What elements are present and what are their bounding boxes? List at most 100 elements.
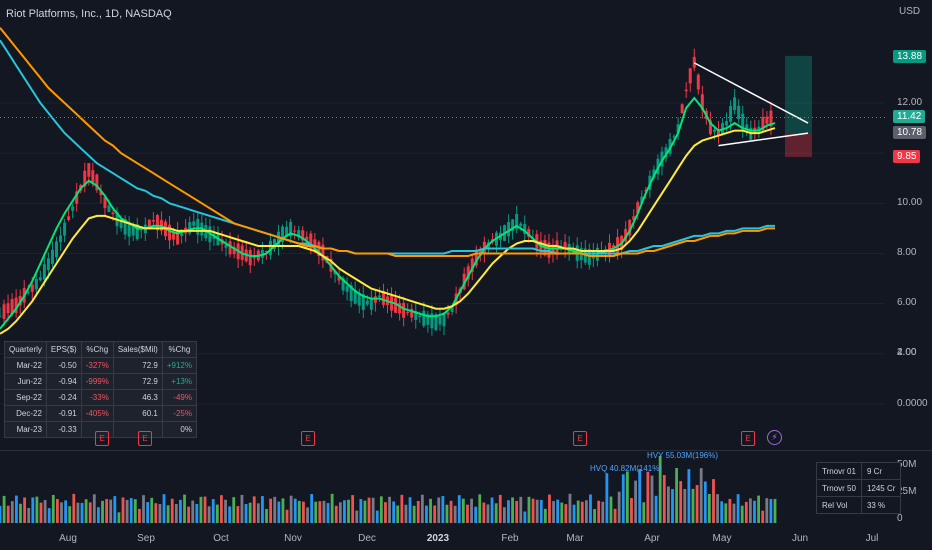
volume-bar [662,475,666,523]
volume-bar [240,494,244,523]
candle [75,191,79,204]
lightning-event-icon[interactable]: ⚡ [767,430,782,445]
table-row: Jun-22 -0.94 -999% 72.9 +13% [4,373,197,390]
volume-bar [0,505,2,523]
volume-bar [265,508,268,523]
entry-price-tag: 10.78 [893,126,927,139]
volume-bar [515,500,519,523]
candle [462,273,466,290]
candle [733,97,737,111]
candle [59,235,63,243]
candle [430,313,434,329]
volume-tick: 25M [897,486,917,497]
volume-bar [564,504,568,523]
volume-bar [154,503,158,523]
sales-chg-cell: +912% [161,357,197,374]
candle [2,304,6,319]
candle [232,246,236,255]
volume-bar [146,502,150,523]
earnings-event-icon[interactable]: E [741,431,755,446]
volume-bar [494,503,498,523]
volume-bar [646,471,650,523]
target-price-tag: 13.88 [893,50,927,63]
stop-price-tag: 9.85 [893,150,921,163]
volume-bar [584,500,588,523]
turnover-table: Trnovr 01 9 Cr Trnovr 50 1245 Cr Rel Vol… [816,462,902,514]
volume-bar [314,501,318,523]
candle [688,68,692,84]
table-row: Trnovr 01 9 Cr [816,462,902,480]
volume-bar [502,507,506,523]
candle [398,302,402,314]
sales-cell: 60.1 [112,405,163,422]
table-row: Mar-22 -0.50 -327% 72.9 +912% [4,357,197,374]
month-label: Jul [865,533,879,544]
volume-bar [195,503,199,523]
volume-bar [359,499,363,523]
col-header: Quarterly [4,341,47,358]
candle [644,189,648,192]
volume-bar [318,501,322,523]
volume-bar [642,502,646,523]
candle [624,228,628,242]
month-label: Feb [501,533,519,544]
earnings-event-icon[interactable]: E [573,431,587,446]
month-label: 2023 [426,533,450,544]
table-row: Trnovr 50 1245 Cr [816,479,902,497]
price-tick: 12.00 [897,97,923,108]
volume-bar [80,502,84,523]
volume-bar [244,504,248,523]
earnings-event-icon[interactable]: E [95,431,109,446]
earnings-event-icon[interactable]: E [301,431,315,446]
eps-cell: -0.50 [45,357,82,374]
quarter-cell: Jun-22 [4,373,47,390]
candle [139,229,143,231]
volume-bar [162,494,166,523]
chart-title: Riot Platforms, Inc., 1D, NASDAQ [6,8,172,20]
volume-bar [761,510,765,523]
volume-bar [654,495,658,523]
volume-bar [478,494,482,523]
price-tick: 6.00 [897,297,917,308]
volume-bar [236,506,240,523]
volume-bar [396,505,400,523]
volume-bar [466,504,469,523]
volume-tick: 0 [897,513,903,524]
candle [377,295,381,297]
volume-bar [625,471,629,523]
candle [281,226,285,242]
volume-bar [84,499,88,523]
volume-bar [174,504,178,523]
volume-bar [552,501,555,523]
candle [119,219,123,229]
candle [716,129,720,136]
candle [192,221,196,226]
turnover-label: Trnovr 50 [816,479,862,497]
volume-bar [601,501,605,523]
volume-bar [773,498,777,523]
volume-bar [507,500,510,523]
volume-bar [392,501,396,523]
volume-bar [425,505,428,523]
table-row: Rel Vol 33 % [816,496,902,514]
volume-bar [207,506,211,523]
volume-bar [556,499,560,523]
volume-bar [630,498,633,523]
volume-bar [716,494,719,523]
candle [676,124,680,133]
volume-bar [6,505,10,523]
candle [737,105,741,120]
col-header: %Chg [161,341,197,358]
volume-bar [457,495,461,523]
quarter-cell: Mar-23 [4,421,47,438]
volume-bar [744,501,748,523]
quarter-cell: Dec-22 [4,405,47,422]
sales-chg-cell: -49% [161,389,197,406]
earnings-event-icon[interactable]: E [138,431,152,446]
sales-cell: 46.3 [112,389,163,406]
volume-bar [31,497,35,523]
month-label: Apr [644,533,660,544]
volume-bar [27,507,31,523]
candle [636,202,640,214]
